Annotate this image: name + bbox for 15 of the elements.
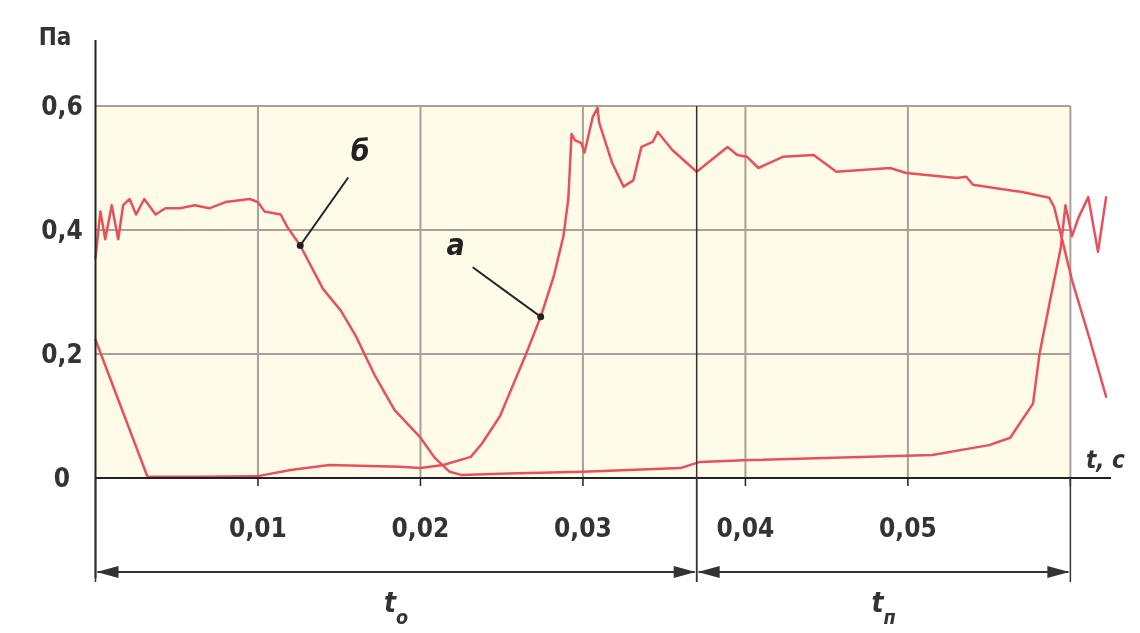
x-tick-label: 0,02: [391, 513, 450, 543]
x-tick-label: 0,03: [554, 513, 612, 543]
y-tick-label: 0,4: [41, 215, 83, 245]
x-axis-title: t, c: [1086, 446, 1126, 474]
x-tick-label: 0,01: [229, 513, 287, 543]
annotation: а: [446, 226, 465, 262]
y-tick-label: 0,6: [41, 91, 83, 121]
y-tick-label: 0: [53, 463, 71, 493]
y-tick-label: 0,2: [41, 339, 83, 369]
y-axis-title: Па: [38, 23, 72, 51]
x-tick-label: 0,05: [879, 513, 937, 543]
text: t$_{о}$: [384, 586, 409, 629]
annotation: б: [350, 132, 370, 168]
x-tick-label: 0,04: [716, 513, 775, 543]
text: t$_{п}$: [871, 586, 896, 629]
